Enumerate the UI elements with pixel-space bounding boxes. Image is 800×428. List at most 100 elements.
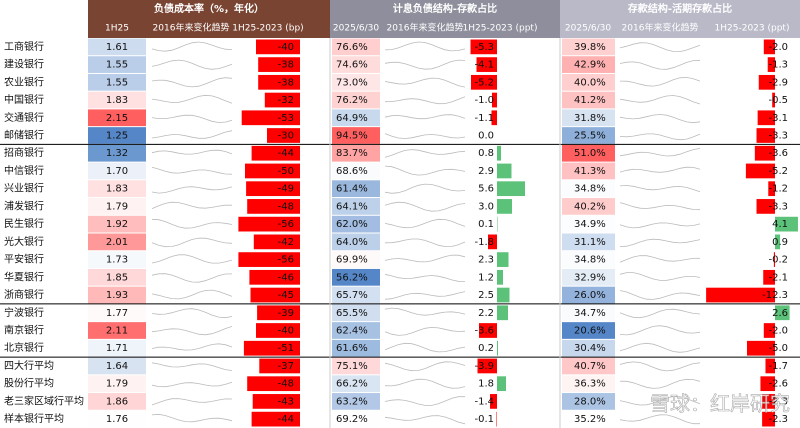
- bar: [256, 39, 300, 55]
- cell-value: 1.32: [106, 148, 128, 159]
- cell-bg: [88, 410, 146, 428]
- cell-value: -38: [278, 60, 294, 71]
- sparkline: [384, 149, 466, 158]
- cell-bg: [332, 304, 380, 322]
- cell-value: 26.0%: [574, 290, 606, 301]
- row-label: 样本银行平均: [4, 412, 64, 425]
- sparkline: [384, 291, 466, 300]
- row-label: 华夏银行: [4, 270, 44, 283]
- sparkline: [619, 308, 701, 319]
- cell-value: 68.6%: [336, 166, 368, 177]
- cell-bg: [88, 91, 146, 109]
- cell-value: 1.73: [106, 255, 128, 266]
- sparkline: [151, 254, 233, 264]
- cell-value: -50: [278, 166, 294, 177]
- cell-bg: [88, 357, 146, 375]
- sparkline: [151, 289, 233, 300]
- bar: [257, 305, 300, 321]
- cell-value: 41.3%: [574, 166, 606, 177]
- cell-value: 66.2%: [336, 379, 368, 390]
- cell-value: -5.3: [474, 42, 494, 53]
- sparkline: [151, 343, 233, 351]
- bar: [267, 128, 300, 143]
- cell-value: 41.2%: [574, 95, 606, 106]
- sparkline: [151, 77, 233, 88]
- cell-bg: [88, 38, 146, 56]
- bar: [477, 358, 497, 374]
- bar: [470, 39, 497, 55]
- cell-bg: [332, 393, 380, 410]
- sparkline: [384, 396, 465, 406]
- cell-value: 1.8: [478, 379, 494, 390]
- group-header-bg: [330, 0, 560, 38]
- cell-bg: [332, 162, 380, 180]
- sparkline: [151, 362, 233, 371]
- bar: [762, 411, 775, 427]
- group-header: 计息负债结构-存款占比: [393, 2, 497, 15]
- bar: [497, 216, 498, 232]
- sparkline: [619, 76, 701, 87]
- cell-value: 1.83: [106, 95, 128, 106]
- cell-bg: [88, 215, 146, 233]
- cell-bg: [88, 268, 146, 286]
- cell-value: 4.1: [772, 219, 788, 230]
- cell-bg: [332, 109, 380, 127]
- cell-value: -51: [278, 343, 294, 354]
- sparkline: [384, 415, 466, 425]
- bar: [497, 287, 510, 303]
- cell-bg: [88, 322, 146, 339]
- watermark: 雪球：红岸研究: [650, 392, 790, 416]
- bar: [264, 92, 300, 108]
- cell-bg: [562, 91, 615, 109]
- cell-value: -44: [278, 148, 294, 159]
- sparkline: [151, 326, 233, 336]
- cell-value: 0.0: [478, 131, 494, 142]
- cell-value: 2.6: [772, 308, 788, 319]
- bar: [757, 110, 775, 126]
- bar: [247, 199, 300, 214]
- cell-value: -44: [278, 414, 294, 425]
- cell-bg: [562, 357, 615, 375]
- cell-value: 1.79: [106, 379, 128, 390]
- cell-value: 2.11: [106, 326, 128, 337]
- cell-value: 5.6: [478, 184, 494, 195]
- bar: [252, 394, 300, 409]
- cell-value: -5.2: [474, 77, 494, 88]
- sparkline: [384, 41, 466, 52]
- cell-value: 1.71: [106, 343, 128, 354]
- cell-bg: [332, 286, 380, 304]
- bar: [258, 57, 300, 72]
- row-label: 北京银行: [4, 341, 44, 354]
- bar: [243, 340, 300, 356]
- cell-bg: [332, 144, 380, 162]
- sparkline: [151, 237, 233, 248]
- bar: [497, 340, 498, 356]
- cell-bg: [562, 109, 615, 127]
- cell-value: -42: [278, 237, 294, 248]
- sparkline: [384, 238, 466, 248]
- cell-value: 2.5: [478, 290, 494, 301]
- cell-bg: [88, 393, 146, 410]
- row-label: 邮储银行: [4, 129, 44, 142]
- bar: [768, 181, 775, 197]
- cell-value: -2.0: [768, 326, 788, 337]
- sparkline: [619, 95, 701, 105]
- cell-bg: [562, 38, 615, 56]
- bar: [762, 394, 775, 409]
- cell-value: 0.8: [478, 148, 494, 159]
- group-header: 存款结构-活期存款占比: [628, 2, 732, 15]
- column-header: 2025/6/30: [565, 24, 611, 34]
- row-label: 建设银行: [4, 58, 44, 71]
- bar: [251, 411, 300, 427]
- cell-value: -1.7: [768, 361, 788, 372]
- cell-value: -46: [278, 272, 294, 283]
- cell-value: 69.9%: [336, 255, 368, 266]
- sparkline: [619, 290, 701, 300]
- row-label: 农业银行: [4, 75, 44, 88]
- bar: [754, 145, 775, 161]
- sparkline: [151, 59, 233, 70]
- bar: [706, 287, 775, 303]
- bar: [497, 181, 525, 197]
- cell-value: 64.1%: [336, 201, 368, 212]
- bar: [471, 74, 497, 90]
